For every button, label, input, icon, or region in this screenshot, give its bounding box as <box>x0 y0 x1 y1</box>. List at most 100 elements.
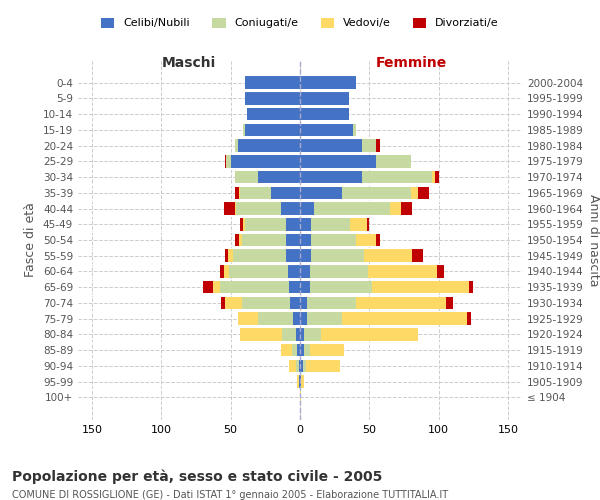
Bar <box>355 296 446 309</box>
Bar <box>220 281 289 293</box>
Bar <box>305 360 340 372</box>
Bar <box>304 328 321 340</box>
Bar <box>241 218 243 230</box>
Bar <box>289 360 296 372</box>
Bar <box>300 140 362 152</box>
Bar <box>469 281 473 293</box>
Bar <box>412 250 424 262</box>
Bar <box>259 171 300 183</box>
Bar <box>242 234 286 246</box>
Bar <box>310 344 344 356</box>
Bar <box>229 265 287 278</box>
Bar <box>300 171 362 183</box>
Bar <box>299 360 300 372</box>
Bar <box>235 171 259 183</box>
Bar <box>228 250 233 262</box>
Bar <box>437 265 444 278</box>
Bar <box>241 328 282 340</box>
Bar <box>300 108 349 120</box>
Bar <box>300 391 301 404</box>
Bar <box>245 124 300 136</box>
Bar <box>364 250 412 262</box>
Bar <box>296 360 299 372</box>
Bar <box>341 312 467 325</box>
Bar <box>300 92 349 104</box>
Bar <box>224 202 235 215</box>
Bar <box>376 234 380 246</box>
Bar <box>282 328 296 340</box>
Bar <box>307 312 341 325</box>
Bar <box>311 218 350 230</box>
Bar <box>300 296 307 309</box>
Bar <box>242 296 290 309</box>
Bar <box>300 376 301 388</box>
Bar <box>341 186 411 199</box>
Bar <box>233 250 286 262</box>
Bar <box>401 202 412 215</box>
Bar <box>271 186 300 199</box>
Bar <box>418 186 429 199</box>
Bar <box>235 202 236 215</box>
Bar <box>292 344 297 356</box>
Bar <box>321 328 418 340</box>
Bar <box>212 281 220 293</box>
Bar <box>259 312 293 325</box>
Bar <box>299 376 300 388</box>
Text: COMUNE DI ROSSIGLIONE (GE) - Dati ISTAT 1° gennaio 2005 - Elaborazione TUTTITALI: COMUNE DI ROSSIGLIONE (GE) - Dati ISTAT … <box>12 490 448 500</box>
Bar <box>300 281 310 293</box>
Bar <box>304 344 310 356</box>
Bar <box>245 218 286 230</box>
Bar <box>286 250 300 262</box>
Bar <box>300 344 304 356</box>
Bar <box>245 92 300 104</box>
Bar <box>300 312 307 325</box>
Bar <box>225 250 228 262</box>
Bar <box>467 312 470 325</box>
Bar <box>300 328 304 340</box>
Bar <box>434 171 439 183</box>
Bar <box>230 155 300 168</box>
Bar <box>310 265 368 278</box>
Bar <box>376 155 411 168</box>
Bar <box>226 155 230 168</box>
Bar <box>314 202 390 215</box>
Bar <box>362 140 376 152</box>
Bar <box>245 76 300 89</box>
Bar <box>296 328 300 340</box>
Bar <box>432 171 434 183</box>
Bar <box>281 344 292 356</box>
Bar <box>281 202 300 215</box>
Bar <box>300 250 311 262</box>
Bar <box>300 186 341 199</box>
Bar <box>310 281 372 293</box>
Bar <box>286 234 300 246</box>
Bar <box>390 202 401 215</box>
Bar <box>311 250 364 262</box>
Bar <box>235 140 238 152</box>
Bar <box>446 296 452 309</box>
Bar <box>367 218 370 230</box>
Bar <box>225 155 226 168</box>
Bar <box>297 376 299 388</box>
Bar <box>225 296 242 309</box>
Bar <box>368 265 437 278</box>
Bar <box>362 171 432 183</box>
Bar <box>293 312 300 325</box>
Bar <box>350 218 367 230</box>
Bar <box>238 140 300 152</box>
Bar <box>300 218 311 230</box>
Bar <box>411 186 418 199</box>
Text: Femmine: Femmine <box>376 56 446 70</box>
Bar <box>235 234 239 246</box>
Bar <box>238 312 259 325</box>
Bar <box>300 155 376 168</box>
Text: Maschi: Maschi <box>162 56 216 70</box>
Bar <box>301 376 304 388</box>
Bar <box>224 265 229 278</box>
Bar <box>300 265 310 278</box>
Bar <box>287 265 300 278</box>
Bar <box>300 234 311 246</box>
Bar <box>300 124 353 136</box>
Bar <box>353 124 355 136</box>
Bar <box>290 296 300 309</box>
